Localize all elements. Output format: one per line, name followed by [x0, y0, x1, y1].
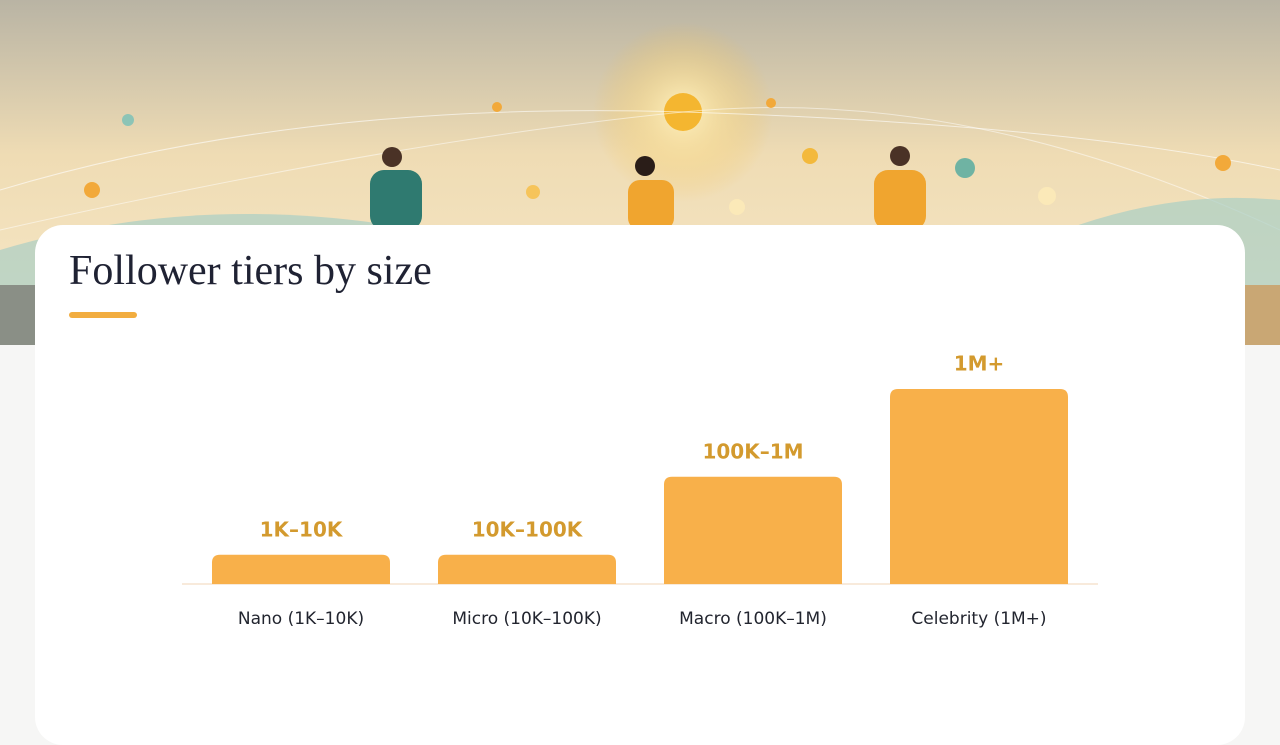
bar [890, 389, 1068, 584]
bar-label: 1K–10K [260, 517, 344, 541]
chart: Nano (1K–10K) 1K–10K Micro (10K–100K) 10K–1… [182, 352, 1098, 629]
bar [212, 554, 390, 584]
x-tick-label: Nano (1K–10K) [238, 609, 364, 629]
bar-label: 10K–100K [472, 517, 584, 541]
bar [438, 554, 616, 584]
title-underline [69, 312, 137, 318]
bar-label: 100K–1M [702, 439, 803, 463]
x-tick-label: Micro (10K–100K) [452, 609, 601, 629]
title: Follower tiers by size [69, 248, 432, 294]
bar-label: 1M+ [954, 352, 1005, 376]
bar [664, 476, 842, 584]
slide: Follower tiers by size Nano (1K–10K) 1K–1… [0, 0, 1280, 629]
x-tick-label: Celebrity (1M+) [911, 609, 1046, 629]
x-tick-label: Macro (100K–1M) [679, 609, 827, 629]
